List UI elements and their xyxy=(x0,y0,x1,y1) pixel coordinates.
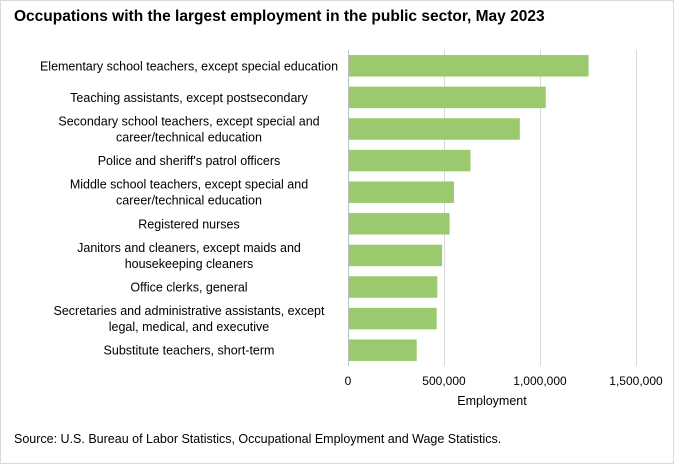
x-tick-label: 500,000 xyxy=(422,374,466,388)
x-tick-labels: 0 500,000 1,000,000 1,500,000 xyxy=(345,374,663,388)
bar xyxy=(349,339,417,361)
bar xyxy=(349,181,454,203)
bars xyxy=(349,55,589,361)
chart-title: Occupations with the largest employment … xyxy=(14,8,545,25)
category-label: Secondary school teachers, except specia… xyxy=(58,115,319,145)
category-label: Middle school teachers, except special a… xyxy=(70,178,308,208)
category-label: Janitors and cleaners, except maids and h… xyxy=(77,241,301,271)
category-label: Substitute teachers, short-term xyxy=(104,344,275,358)
category-labels: Elementary school teachers, except speci… xyxy=(40,59,338,357)
category-label: Secretaries and administrative assistant… xyxy=(54,304,325,334)
bar xyxy=(349,276,438,298)
bar xyxy=(349,307,437,330)
x-tick-label: 0 xyxy=(345,374,352,388)
category-label: Elementary school teachers, except speci… xyxy=(40,59,338,73)
category-label: Office clerks, general xyxy=(130,281,247,295)
x-tick-label: 1,500,000 xyxy=(609,374,663,388)
source-note: Source: U.S. Bureau of Labor Statistics,… xyxy=(14,432,502,446)
gridlines xyxy=(348,50,637,366)
bar xyxy=(349,149,471,172)
bar xyxy=(349,86,546,109)
bar xyxy=(349,55,589,77)
bar xyxy=(349,118,520,140)
x-axis-title: Employment xyxy=(457,394,527,408)
category-label: Registered nurses xyxy=(138,217,239,231)
category-label: Police and sheriff's patrol officers xyxy=(98,154,281,168)
bar xyxy=(349,213,450,235)
x-tick-label: 1,000,000 xyxy=(513,374,567,388)
category-label: Teaching assistants, except postsecondar… xyxy=(70,91,308,105)
bar xyxy=(349,244,443,267)
